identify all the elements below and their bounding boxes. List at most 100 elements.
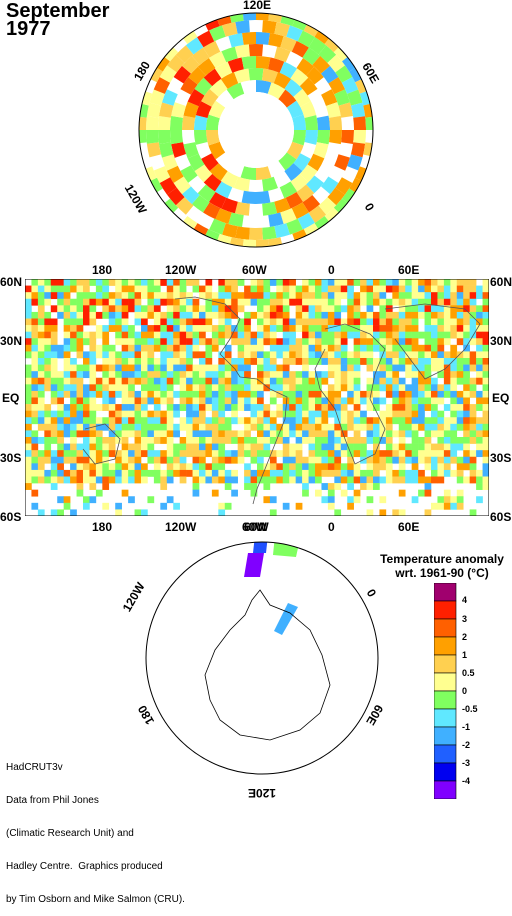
map-cell xyxy=(392,292,400,300)
map-cell xyxy=(463,377,470,385)
map-cell xyxy=(276,338,284,346)
map-cell xyxy=(482,463,489,471)
map-cell xyxy=(166,292,174,300)
map-cell xyxy=(134,318,142,326)
map-cell xyxy=(295,351,303,359)
map-cell xyxy=(50,450,58,458)
map-cell xyxy=(276,311,284,319)
map-cell xyxy=(108,325,116,332)
map-cell xyxy=(257,371,264,379)
map-cell xyxy=(231,384,238,392)
map-cell xyxy=(392,390,400,398)
map-cell xyxy=(153,305,161,313)
map-cell xyxy=(379,318,387,326)
map-cell xyxy=(173,305,180,313)
map-cell xyxy=(418,351,425,359)
map-cell xyxy=(44,371,52,379)
map-cell xyxy=(424,463,432,471)
map-cell xyxy=(411,364,419,372)
map-cell xyxy=(347,331,354,339)
global-map-cells xyxy=(25,279,489,516)
map-cell xyxy=(385,351,393,359)
legend-color-box xyxy=(434,636,457,656)
map-cell xyxy=(95,476,103,484)
map-cell xyxy=(373,338,380,346)
map-cell xyxy=(89,371,97,379)
map-cell xyxy=(179,423,187,431)
map-cell xyxy=(244,325,251,332)
map-cell xyxy=(308,390,316,398)
map-cell xyxy=(340,410,348,418)
map-cell xyxy=(269,430,277,438)
map-cell xyxy=(31,351,39,359)
map-cell xyxy=(237,417,245,425)
map-cell xyxy=(269,377,277,385)
map-cell xyxy=(173,285,180,293)
map-cell xyxy=(308,476,316,484)
map-cell xyxy=(244,358,251,365)
map-cell xyxy=(70,311,77,319)
north-polar-cell xyxy=(262,226,277,240)
map-cell xyxy=(108,358,116,365)
map-cell xyxy=(327,430,335,438)
map-cell xyxy=(302,469,309,477)
map-cell xyxy=(25,443,32,451)
map-cell xyxy=(469,351,477,359)
map-cell xyxy=(108,390,116,398)
map-cell xyxy=(353,338,361,346)
map-cell xyxy=(373,450,380,458)
map-cell xyxy=(366,397,374,405)
map-cell xyxy=(289,298,296,306)
map-cell xyxy=(360,423,367,431)
map-cell xyxy=(50,423,58,431)
map-cell xyxy=(276,371,284,379)
map-cell xyxy=(141,305,148,313)
map-cell xyxy=(179,325,187,332)
map-cell xyxy=(89,331,97,339)
legend-color-box xyxy=(434,654,457,674)
map-cell xyxy=(224,469,232,477)
map-cell xyxy=(385,298,393,306)
map-cell xyxy=(257,364,264,372)
map-cell xyxy=(211,390,219,398)
map-cell xyxy=(334,443,342,451)
map-cell xyxy=(141,404,148,411)
map-cell xyxy=(166,298,174,306)
map-cell xyxy=(108,292,116,300)
map-cell xyxy=(95,390,103,398)
map-cell xyxy=(392,298,400,306)
map-cell xyxy=(89,483,97,490)
map-cell xyxy=(385,371,393,379)
map-cell xyxy=(334,311,342,319)
map-cell xyxy=(276,351,284,359)
map-cell xyxy=(244,377,251,385)
map-cell xyxy=(411,437,419,444)
map-cell xyxy=(308,325,316,332)
map-cell xyxy=(340,463,348,471)
map-cell xyxy=(37,279,45,286)
map-cell xyxy=(224,371,232,379)
map-cell xyxy=(147,325,155,332)
map-cell xyxy=(31,358,39,365)
map-cell xyxy=(437,351,445,359)
map-cell xyxy=(147,430,155,438)
title-month: September xyxy=(6,0,110,22)
map-cell xyxy=(424,325,432,332)
map-cell xyxy=(179,364,187,372)
map-cell xyxy=(160,358,168,365)
map-cell xyxy=(398,390,406,398)
map-cell xyxy=(166,371,174,379)
map-cell xyxy=(83,476,90,484)
map-cell xyxy=(315,450,322,458)
map-cell xyxy=(37,364,45,372)
africa-coast xyxy=(314,323,386,465)
map-cell xyxy=(482,437,489,444)
map-cell xyxy=(76,476,84,484)
map-cell xyxy=(218,292,226,300)
map-cell xyxy=(431,384,438,392)
map-cell xyxy=(44,285,52,293)
map-cell xyxy=(321,456,329,464)
map-cell xyxy=(153,292,161,300)
north-polar-cell xyxy=(228,32,244,48)
map-cell xyxy=(295,410,303,418)
